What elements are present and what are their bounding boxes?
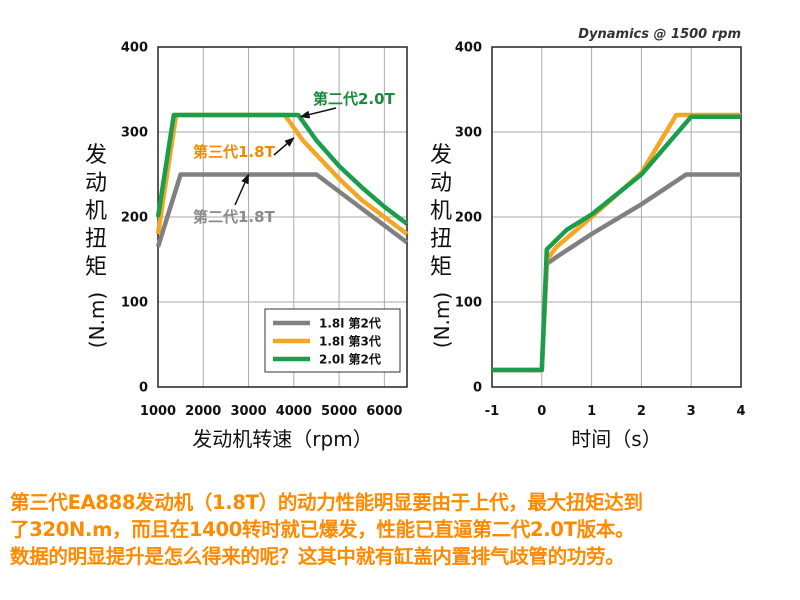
annotation-arrow (273, 137, 295, 156)
y-tick-label: 300 (455, 126, 482, 141)
x-tick-label: 3 (687, 404, 696, 419)
y-axis-label-char: 扭 (430, 227, 452, 252)
y-axis-label-char: 发 (85, 143, 107, 168)
x-tick-label: 0 (537, 404, 546, 419)
x-axis-label: 时间（s） (571, 427, 661, 451)
legend-entry: 1.8l 第2代 (319, 316, 381, 331)
annotation-label: 第三代1.8T (193, 143, 276, 161)
annotation-label: 第二代1.8T (193, 208, 276, 226)
y-tick-label: 100 (121, 296, 148, 311)
x-tick-label: 1000 (140, 404, 176, 419)
chart-title: Dynamics @ 1500 rpm (578, 27, 741, 42)
y-axis-label-char: 机 (430, 199, 452, 224)
caption-line-3: 数据的明显提升是怎么得来的呢？这其中就有缸盖内置排气歧管的功劳。 (10, 545, 625, 568)
x-tick-label: 3000 (230, 404, 266, 419)
series-line-3 (155, 112, 409, 226)
y-axis-label-char: 矩 (430, 255, 452, 280)
y-axis-label-char: 扭 (85, 227, 107, 252)
legend-entry: 1.8l 第3代 (319, 334, 381, 349)
chart-panel-2: -1 0 1 2 3 40100200300400时间（s）发动机扭矩(N.m)Dynam… (430, 27, 746, 451)
x-axis-label: 发动机转速（rpm） (192, 427, 372, 451)
y-axis-label-char: 发 (430, 143, 452, 168)
x-tick-label: -1 (485, 404, 499, 419)
y-tick-label: 400 (121, 41, 148, 56)
x-tick-label: 1 (587, 404, 596, 419)
annotation-arrow (234, 173, 250, 206)
x-tick-label: 2000 (185, 404, 221, 419)
annotation-arrow (299, 107, 337, 119)
x-tick-label: 6000 (366, 404, 402, 419)
annotation-3: 第二代1.8T (193, 173, 276, 226)
y-tick-label: 0 (139, 381, 148, 396)
x-tick-label: 4000 (276, 404, 312, 419)
plot-frame (491, 46, 742, 388)
y-axis-label-unit: (N.m) (430, 292, 454, 348)
chart-panel-1: 1000 2000 3000 4000 5000 6000 0 100 200 300 400 发动机… (85, 41, 409, 451)
series-line-3 (492, 114, 741, 373)
y-tick-label: 400 (455, 41, 482, 56)
annotation-label: 第二代2.0T (313, 90, 396, 108)
x-tick-label: 5000 (321, 404, 357, 419)
y-axis-label-char: 机 (85, 199, 107, 224)
caption-line-2: 了320N.m，而且在1400转时就已爆发，性能已直逼第二代2.0T版本。 (10, 518, 635, 541)
annotation-1: 第二代2.0T (299, 90, 396, 119)
annotation-2: 第三代1.8T (193, 137, 295, 161)
caption-line-1: 第三代EA888发动机（1.8T）的动力性能明显要由于上代，最大扭矩达到 (10, 491, 643, 514)
y-axis-label-char: 动 (85, 171, 107, 196)
y-tick-label: 100 (455, 296, 482, 311)
y-tick-label: 200 (121, 211, 148, 226)
legend: 1.8l 第2代 1.8l 第3代 2.0l 第2代 (264, 308, 401, 373)
legend-entry: 2.0l 第2代 (319, 352, 381, 367)
y-tick-label: 300 (121, 126, 148, 141)
y-axis-label-char: 动 (430, 171, 452, 196)
x-tick-label: 4 (736, 404, 745, 419)
caption: 第三代EA888发动机（1.8T）的动力性能明显要由于上代，最大扭矩达到 了32… (10, 489, 795, 570)
y-axis-label-unit: (N.m) (85, 292, 109, 348)
series-line-1 (155, 172, 409, 248)
y-tick-label: 200 (455, 211, 482, 226)
y-tick-label: 0 (473, 381, 482, 396)
x-tick-label: 2 (637, 404, 646, 419)
y-axis-label-char: 矩 (85, 255, 107, 280)
